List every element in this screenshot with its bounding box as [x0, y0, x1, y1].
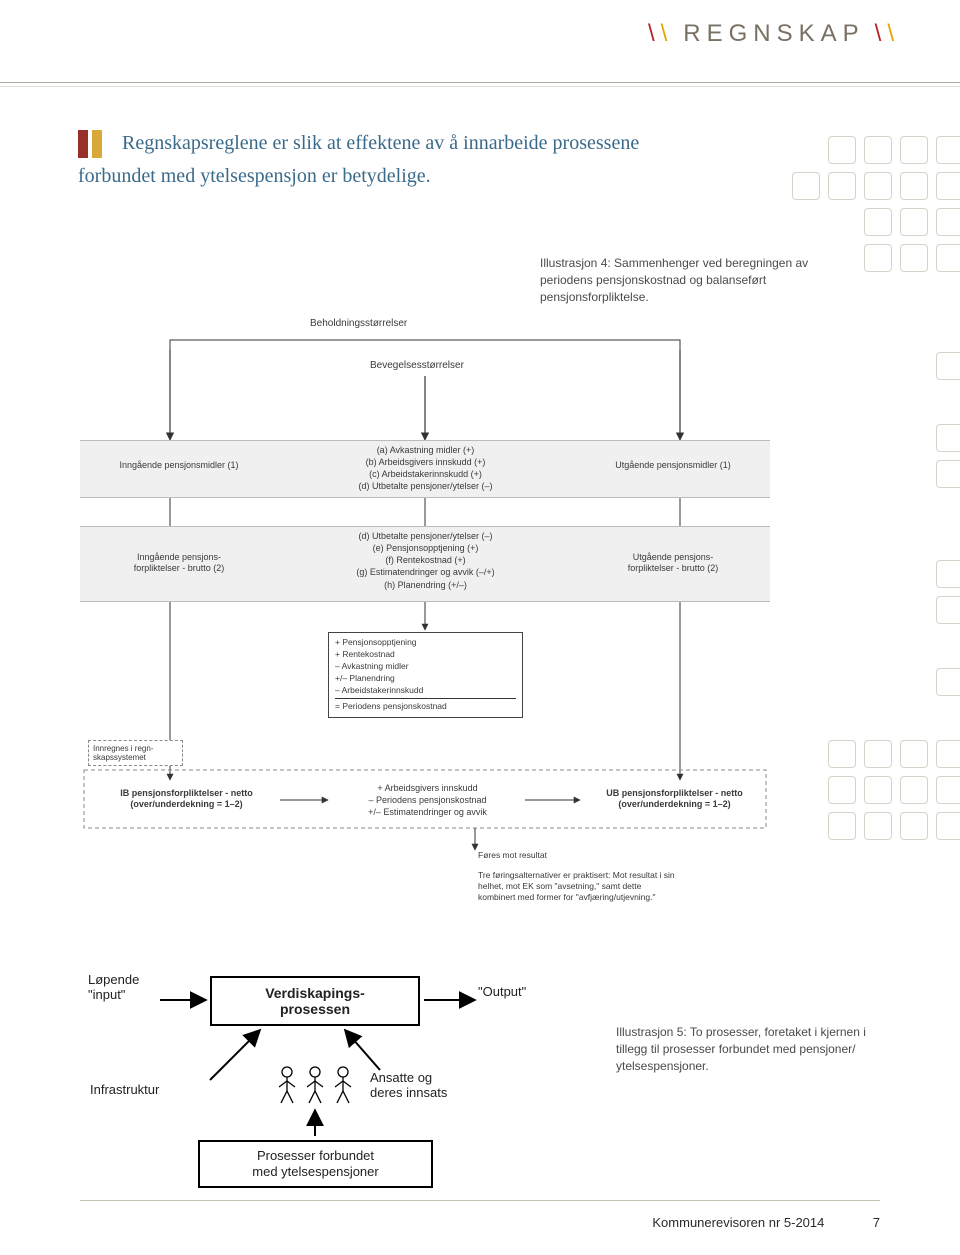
quote-text: Regnskapsreglene er slik at effektene av… — [78, 132, 639, 187]
pull-quote: Regnskapsreglene er slik at effektene av… — [78, 130, 668, 190]
footer-rule — [80, 1200, 880, 1201]
d4-b2-l3: (g) Estimatendringer og avvik (–/+) — [332, 566, 519, 578]
slash-decor-left: \\ — [648, 20, 673, 48]
figure4-diagram: Beholdningsstørrelser Bevegelsesstørrels… — [80, 320, 770, 920]
quote-bars-icon — [78, 130, 106, 163]
d4-top-label-bevegelse: Bevegelsesstørrelser — [370, 360, 464, 371]
page-number: 7 — [852, 1215, 880, 1230]
d4-band1-left: Inngående pensjonsmidler (1) — [94, 458, 264, 473]
d4-band2-center: (d) Utbetalte pensjoner/ytelser (–) (e) … — [328, 528, 523, 593]
d4-top-label-beholdning: Beholdningsstørrelser — [310, 318, 407, 329]
d4-b1-l2: (c) Arbeidstakerinnskudd (+) — [332, 468, 519, 480]
d4-band3-center: + Arbeidsgivers innskudd – Periodens pen… — [330, 780, 525, 820]
d4-cb-2: – Avkastning midler — [335, 661, 516, 673]
page-footer: Kommunerevisoren nr 5-2014 7 — [80, 1215, 880, 1230]
section-title: REGNSKAP — [683, 20, 864, 48]
d5-main-box: Verdiskapings- prosessen — [210, 976, 420, 1026]
d4-band2-right: Utgående pensjons- forpliktelser - brutt… — [588, 550, 758, 577]
d4-band3-right: UB pensjonsforpliktelser - netto (over/u… — [582, 786, 767, 813]
d4-note1: Føres mot resultat — [478, 850, 547, 861]
d4-b1-l0: (a) Avkastning midler (+) — [332, 444, 519, 456]
header-rule — [0, 82, 960, 83]
d5-process-box: Prosesser forbundet med ytelsespensjoner — [198, 1140, 433, 1188]
d4-band1-right: Utgående pensjonsmidler (1) — [588, 458, 758, 473]
d5-output-label: "Output" — [478, 984, 526, 999]
d4-b1-l3: (d) Utbetalte pensjoner/ytelser (–) — [332, 480, 519, 492]
d4-cb-4: – Arbeidstakerinnskudd — [335, 685, 516, 697]
d5-infra-label: Infrastruktur — [90, 1082, 159, 1097]
figure5-diagram: Løpende "input" Verdiskapings- prosessen… — [80, 970, 560, 1200]
d4-b2-l2: (f) Rentekostnad (+) — [332, 554, 519, 566]
d4-b3-l2: +/– Estimatendringer og avvik — [334, 806, 521, 818]
d4-band3-left: IB pensjonsforpliktelser - netto (over/u… — [94, 786, 279, 813]
d4-cb-5: = Periodens pensjonskostnad — [335, 698, 516, 713]
footer-text: Kommunerevisoren nr 5-2014 — [652, 1215, 824, 1230]
d4-band2-left: Inngående pensjons- forpliktelser - brut… — [94, 550, 264, 577]
slash-decor-right: \\ — [875, 20, 900, 48]
d4-b2-l1: (e) Pensjonsopptjening (+) — [332, 542, 519, 554]
d4-band1-center: (a) Avkastning midler (+) (b) Arbeidsgiv… — [328, 442, 523, 495]
d4-b2-l4: (h) Planendring (+/–) — [332, 579, 519, 591]
d4-cb-0: + Pensjonsopptjening — [335, 637, 516, 649]
d5-proc-text: Prosesser forbundet med ytelsespensjoner — [252, 1148, 378, 1179]
d5-people-icon — [275, 1065, 355, 1110]
section-header: \\ REGNSKAP \\ — [648, 20, 900, 48]
d4-cost-box: + Pensjonsopptjening + Rentekostnad – Av… — [328, 632, 523, 718]
figure5-caption: Illustrasjon 5: To prosesser, foretaket … — [616, 1024, 876, 1074]
d4-b3-l0: + Arbeidsgivers innskudd — [334, 782, 521, 794]
d5-input-label: Løpende "input" — [88, 972, 139, 1002]
d4-b1-l1: (b) Arbeidsgivers innskudd (+) — [332, 456, 519, 468]
d4-note2: Tre føringsalternativer er praktisert: M… — [478, 870, 678, 903]
d4-cb-1: + Rentekostnad — [335, 649, 516, 661]
d5-main-text: Verdiskapings- prosessen — [265, 985, 365, 1017]
d4-dashed-label: Innregnes i regn- skapssystemet — [88, 740, 183, 766]
header-rule-light — [0, 86, 960, 87]
figure4-caption: Illustrasjon 4: Sammenhenger ved beregni… — [540, 255, 840, 305]
d4-b2-l0: (d) Utbetalte pensjoner/ytelser (–) — [332, 530, 519, 542]
d4-cb-3: +/– Planendring — [335, 673, 516, 685]
d4-b3-l1: – Periodens pensjonskostnad — [334, 794, 521, 806]
d5-staff-label: Ansatte og deres innsats — [370, 1070, 447, 1100]
